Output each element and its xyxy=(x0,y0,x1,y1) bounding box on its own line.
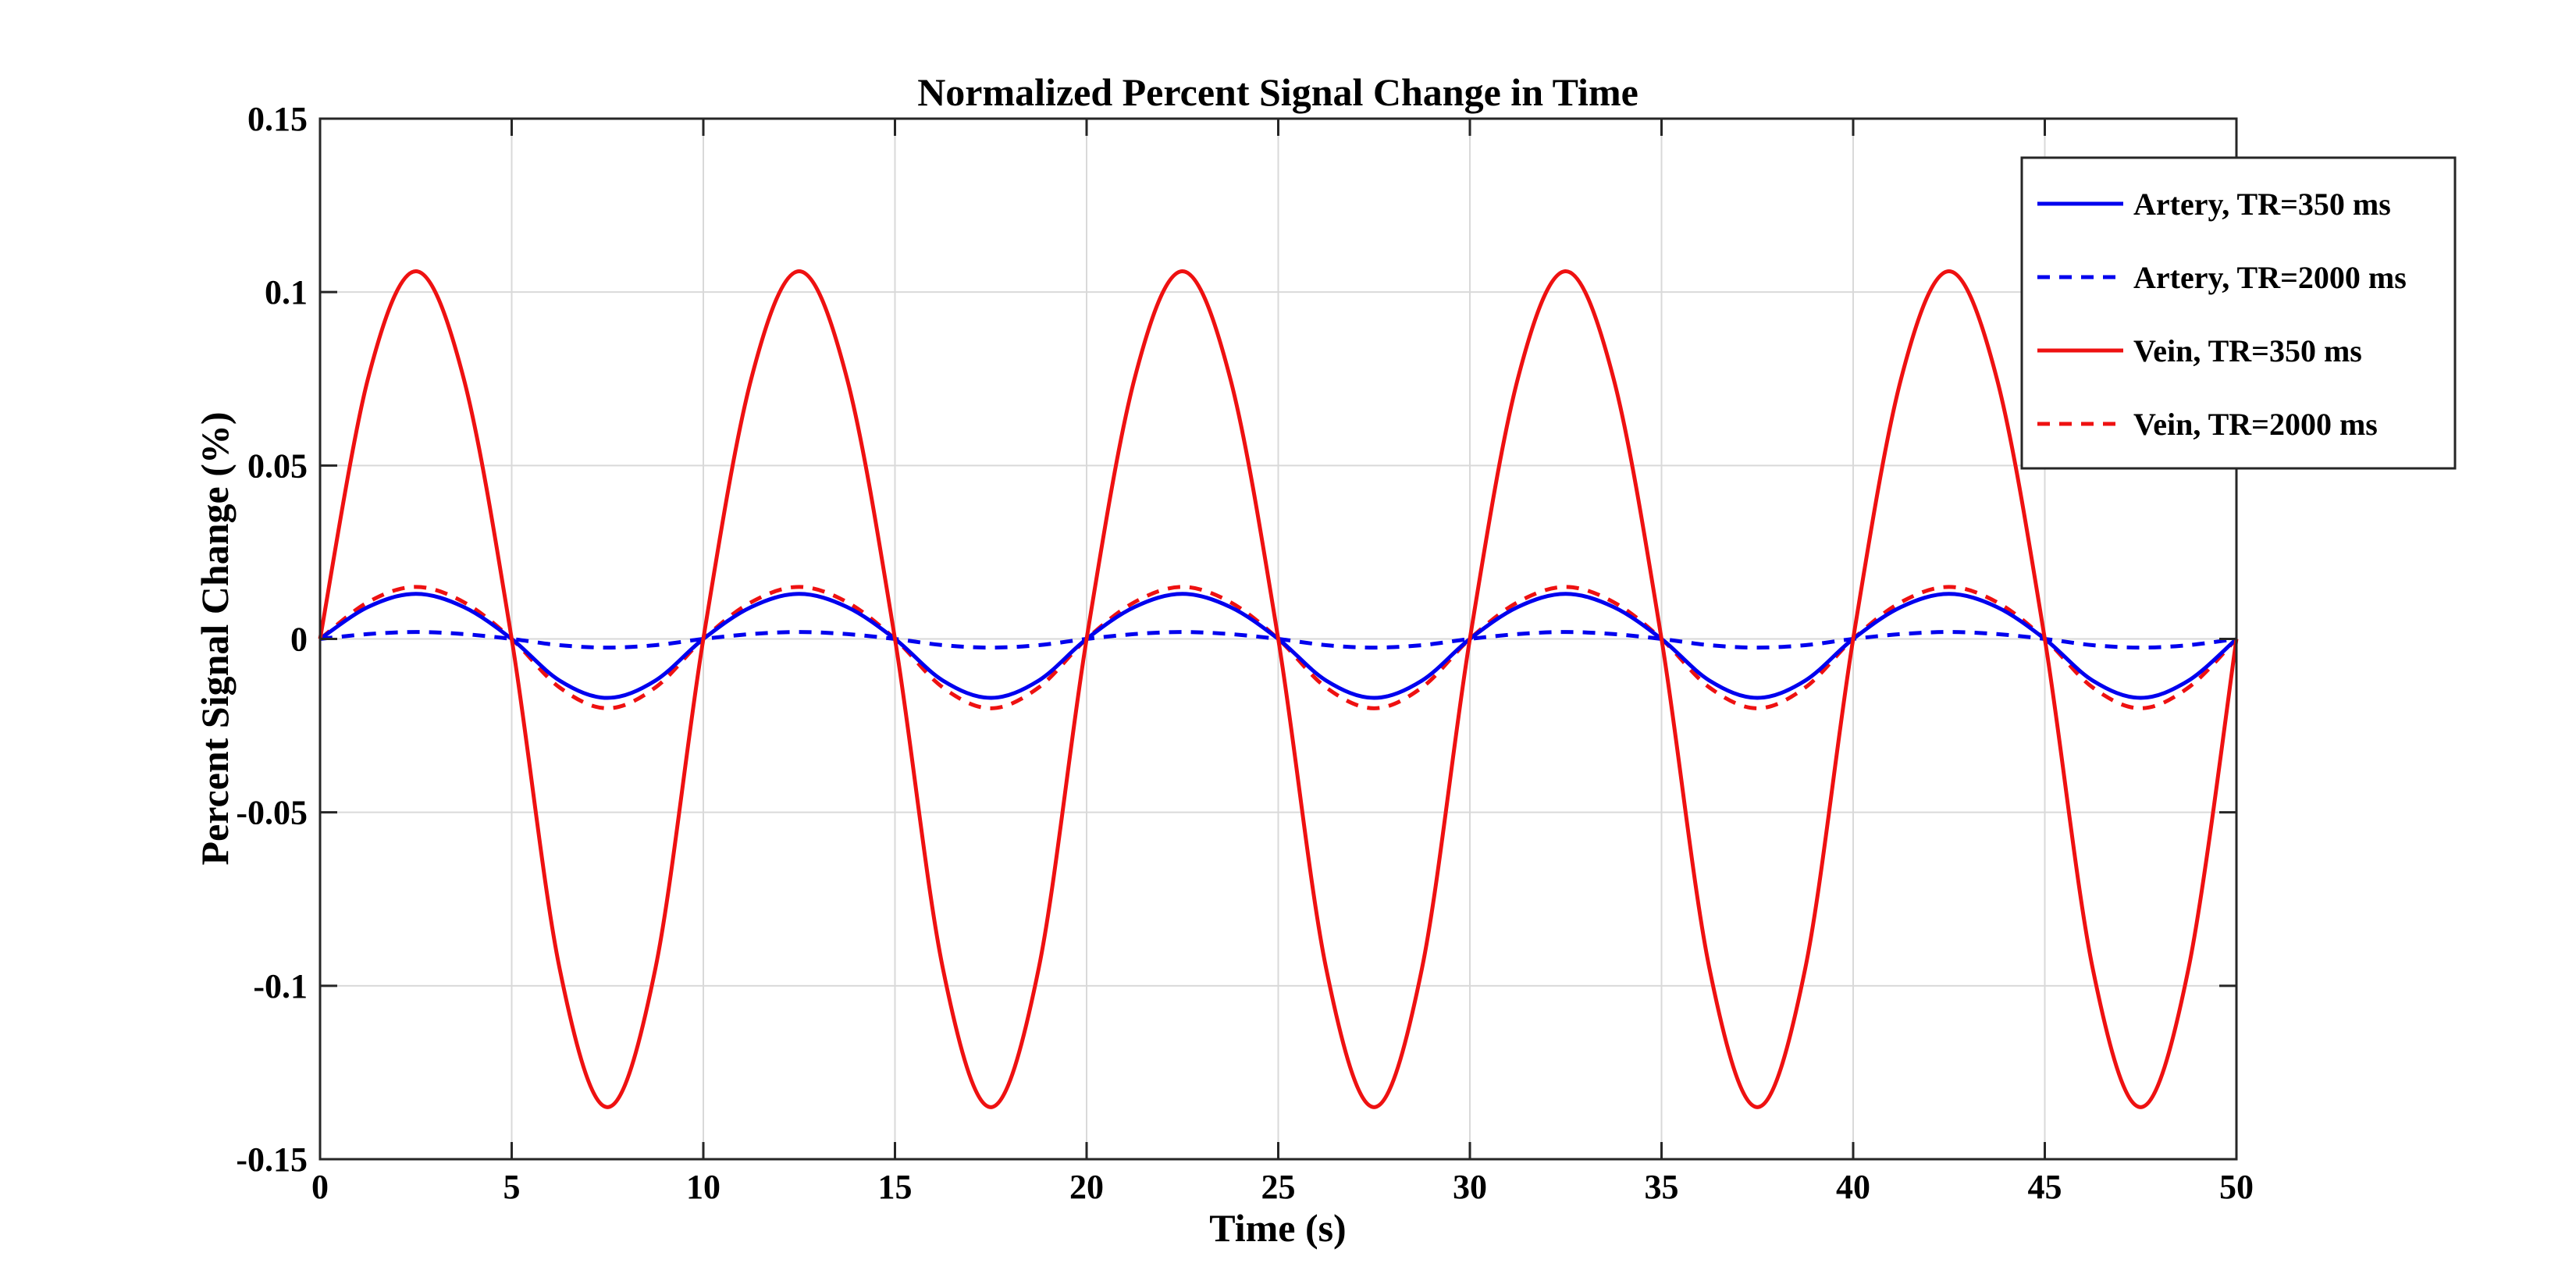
x-tick-label: 40 xyxy=(1836,1168,1870,1206)
x-tick-label: 20 xyxy=(1069,1168,1104,1206)
series-lines xyxy=(318,269,2239,1109)
legend-label: Artery, TR=350 ms xyxy=(2133,187,2391,222)
legend-box xyxy=(2020,156,2457,470)
y-tick-label: -0.1 xyxy=(253,967,308,1005)
y-tick-label: 0.1 xyxy=(265,273,308,311)
y-tick-label: -0.05 xyxy=(236,794,308,832)
chart-title: Normalized Percent Signal Change in Time xyxy=(917,70,1638,114)
y-tick-label: 0.05 xyxy=(247,447,308,485)
x-tick-labels: 0 5 10 15 20 25 30 35 40 45 50 xyxy=(311,1168,2254,1206)
x-tick-label: 50 xyxy=(2219,1168,2254,1206)
y-tick-label: 0.15 xyxy=(247,100,308,138)
legend-label: Vein, TR=2000 ms xyxy=(2133,407,2378,442)
legend-item: Artery, TR=350 ms xyxy=(2037,187,2391,222)
x-tick-label: 10 xyxy=(686,1168,720,1206)
y-tick-label: -0.15 xyxy=(236,1140,308,1179)
legend-item: Vein, TR=2000 ms xyxy=(2037,407,2378,442)
axis-ticks xyxy=(318,117,2238,1161)
legend-item: Vein, TR=350 ms xyxy=(2037,333,2362,368)
x-tick-label: 25 xyxy=(1261,1168,1296,1206)
x-tick-label: 0 xyxy=(311,1168,329,1206)
x-tick-label: 5 xyxy=(503,1168,521,1206)
legend-label: Vein, TR=350 ms xyxy=(2133,333,2362,368)
x-tick-label: 15 xyxy=(878,1168,913,1206)
x-tick-label: 45 xyxy=(2028,1168,2062,1206)
legend-item: Artery, TR=2000 ms xyxy=(2037,260,2407,295)
y-tick-labels: -0.15 -0.1 -0.05 0 0.05 0.1 0.15 xyxy=(236,100,308,1179)
series-line-2 xyxy=(318,269,2239,1109)
x-axis-label: Time (s) xyxy=(1209,1206,1346,1250)
y-axis-label: Percent Signal Change (%) xyxy=(193,412,237,866)
legend-label: Artery, TR=2000 ms xyxy=(2133,260,2407,295)
x-tick-label: 30 xyxy=(1453,1168,1487,1206)
legend: Artery, TR=350 ms Artery, TR=2000 ms Vei… xyxy=(2020,156,2457,470)
y-tick-label: 0 xyxy=(290,621,308,659)
x-tick-label: 35 xyxy=(1645,1168,1679,1206)
